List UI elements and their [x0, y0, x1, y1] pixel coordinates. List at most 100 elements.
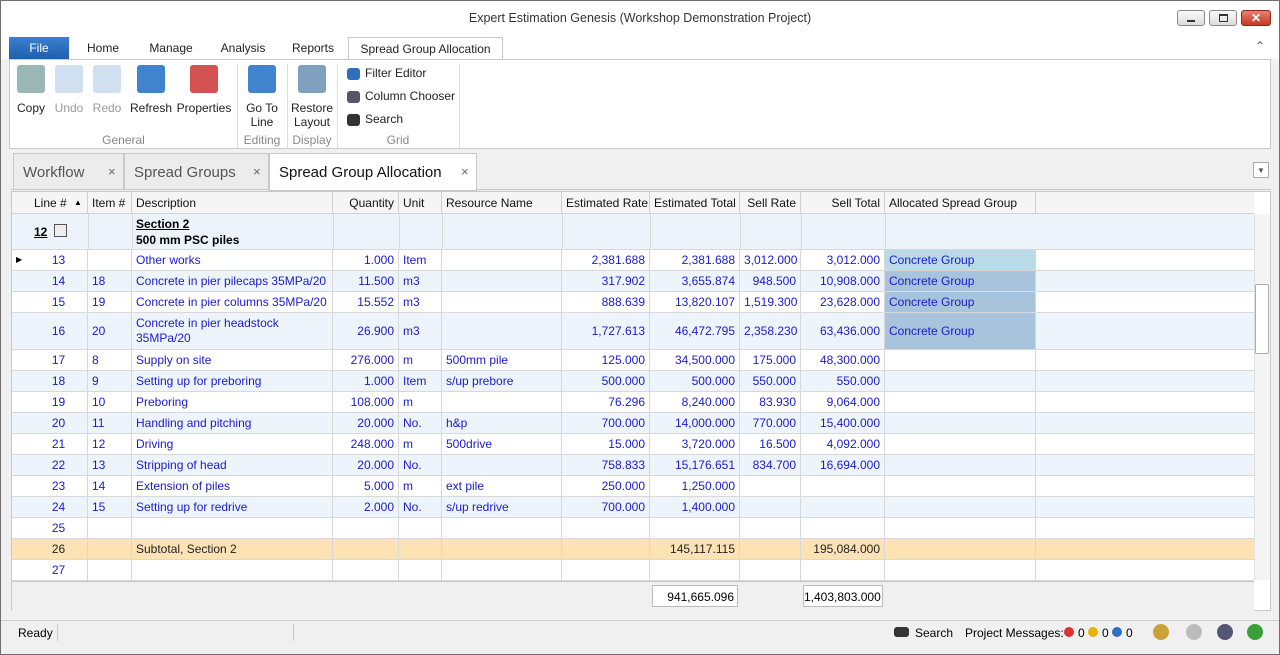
- column-header[interactable]: Estimated Total: [650, 192, 740, 214]
- grid-cell[interactable]: [885, 497, 1036, 518]
- grid-cell[interactable]: 15.000: [562, 434, 650, 455]
- grid-cell[interactable]: 19: [88, 292, 132, 313]
- grid-cell[interactable]: 13,820.107: [650, 292, 740, 313]
- grid-cell[interactable]: 195,084.000: [801, 539, 885, 560]
- grid-cell[interactable]: 20: [88, 313, 132, 350]
- grid-cell[interactable]: 770.000: [740, 413, 801, 434]
- grid-cell[interactable]: [885, 392, 1036, 413]
- grid-cell[interactable]: Item: [399, 371, 442, 392]
- grid-cell[interactable]: [333, 539, 399, 560]
- grid-cell[interactable]: 2.000: [333, 497, 399, 518]
- column-header[interactable]: Sell Total: [801, 192, 885, 214]
- grid-cell[interactable]: [399, 518, 442, 539]
- ribbon-button[interactable]: Redo: [91, 101, 123, 115]
- grid-cell[interactable]: Setting up for preboring: [132, 371, 333, 392]
- grid-cell[interactable]: Extension of piles: [132, 476, 333, 497]
- grid-cell[interactable]: No.: [399, 455, 442, 476]
- grid-cell[interactable]: 16.500: [740, 434, 801, 455]
- ribbon-tab[interactable]: Home: [73, 37, 133, 59]
- grid-cell[interactable]: m3: [399, 292, 442, 313]
- grid-cell[interactable]: s/up prebore: [442, 371, 562, 392]
- grid-cell[interactable]: 888.639: [562, 292, 650, 313]
- column-header[interactable]: Allocated Spread Group: [885, 192, 1036, 214]
- ribbon-button[interactable]: Go To Line: [239, 101, 285, 129]
- grid-cell[interactable]: 20: [30, 413, 88, 434]
- grid-cell[interactable]: 2,381.688: [650, 250, 740, 271]
- grid-cell[interactable]: 700.000: [562, 497, 650, 518]
- grid-cell[interactable]: [562, 560, 650, 581]
- grid-cell[interactable]: Handling and pitching: [132, 413, 333, 434]
- collapse-ribbon[interactable]: ⌃: [1255, 39, 1265, 53]
- grid-cell[interactable]: [442, 271, 562, 292]
- grid-cell[interactable]: [442, 455, 562, 476]
- grid-cell[interactable]: 17: [30, 350, 88, 371]
- grid-cell[interactable]: [801, 560, 885, 581]
- grid-cell[interactable]: Subtotal, Section 2: [132, 539, 333, 560]
- maximize-button[interactable]: [1209, 10, 1237, 26]
- close-button[interactable]: ✕: [1241, 10, 1271, 26]
- grid-cell[interactable]: [885, 518, 1036, 539]
- grid-cell[interactable]: [88, 560, 132, 581]
- grid-cell[interactable]: Driving: [132, 434, 333, 455]
- grid-cell[interactable]: [650, 560, 740, 581]
- grid-cell[interactable]: Item: [399, 250, 442, 271]
- grid-cell[interactable]: m: [399, 350, 442, 371]
- grid-cell[interactable]: 1,250.000: [650, 476, 740, 497]
- grid-cell[interactable]: m: [399, 434, 442, 455]
- grid-cell[interactable]: 145,117.115: [650, 539, 740, 560]
- grid-cell[interactable]: [442, 292, 562, 313]
- grid-cell[interactable]: 15: [30, 292, 88, 313]
- grid-cell[interactable]: m: [399, 392, 442, 413]
- vertical-scrollbar[interactable]: [1254, 214, 1270, 580]
- grid-cell[interactable]: 1,727.613: [562, 313, 650, 350]
- column-header[interactable]: Unit: [399, 192, 442, 214]
- document-tab[interactable]: Spread Groups×: [124, 153, 269, 190]
- grid-cell[interactable]: 46,472.795: [650, 313, 740, 350]
- grid-cell[interactable]: 16: [30, 313, 88, 350]
- tab-close[interactable]: ×: [253, 164, 261, 179]
- grid-cell[interactable]: 10,908.000: [801, 271, 885, 292]
- grid-cell[interactable]: [885, 413, 1036, 434]
- grid-cell[interactable]: [88, 250, 132, 271]
- grid-cell[interactable]: 550.000: [801, 371, 885, 392]
- grid-cell[interactable]: 500drive: [442, 434, 562, 455]
- status-icon[interactable]: [1186, 624, 1202, 640]
- grid-cell[interactable]: Concrete Group: [885, 250, 1036, 271]
- grid-cell[interactable]: 76.296: [562, 392, 650, 413]
- grid-cell[interactable]: 23: [30, 476, 88, 497]
- grid-cell[interactable]: Concrete Group: [885, 271, 1036, 292]
- grid-cell[interactable]: 16,694.000: [801, 455, 885, 476]
- grid-cell[interactable]: [88, 539, 132, 560]
- tab-close[interactable]: ×: [461, 164, 469, 179]
- grid-cell[interactable]: 13: [88, 455, 132, 476]
- grid-cell[interactable]: 20.000: [333, 413, 399, 434]
- grid-cell[interactable]: [885, 539, 1036, 560]
- grid-cell[interactable]: h&p: [442, 413, 562, 434]
- ribbon-tab[interactable]: Reports: [281, 37, 345, 59]
- grid-cell[interactable]: 34,500.000: [650, 350, 740, 371]
- grid-cell[interactable]: 83.930: [740, 392, 801, 413]
- grid-cell[interactable]: 5.000: [333, 476, 399, 497]
- grid-cell[interactable]: 22: [30, 455, 88, 476]
- grid-cell[interactable]: Concrete in pier pilecaps 35MPa/20: [132, 271, 333, 292]
- grid-cell[interactable]: 48,300.000: [801, 350, 885, 371]
- grid-cell[interactable]: 12: [88, 434, 132, 455]
- ribbon-tab[interactable]: Analysis: [209, 37, 277, 59]
- grid-cell[interactable]: No.: [399, 497, 442, 518]
- grid-cell[interactable]: [885, 371, 1036, 392]
- ribbon-button[interactable]: Properties: [175, 101, 233, 115]
- grid-cell[interactable]: [333, 560, 399, 581]
- grid-cell[interactable]: 20.000: [333, 455, 399, 476]
- grid-cell[interactable]: 9,064.000: [801, 392, 885, 413]
- grid-cell[interactable]: 3,655.874: [650, 271, 740, 292]
- ribbon-button[interactable]: Copy: [15, 101, 47, 115]
- grid-cell[interactable]: m3: [399, 313, 442, 350]
- grid-cell[interactable]: m3: [399, 271, 442, 292]
- grid-cell[interactable]: Concrete in pier headstock 35MPa/20: [132, 313, 333, 350]
- grid-cell[interactable]: [885, 350, 1036, 371]
- tab-list-button[interactable]: ▼: [1253, 162, 1269, 178]
- column-header[interactable]: Sell Rate: [740, 192, 801, 214]
- grid-cell[interactable]: 1.000: [333, 371, 399, 392]
- grid-cell[interactable]: [442, 518, 562, 539]
- grid-cell[interactable]: [442, 560, 562, 581]
